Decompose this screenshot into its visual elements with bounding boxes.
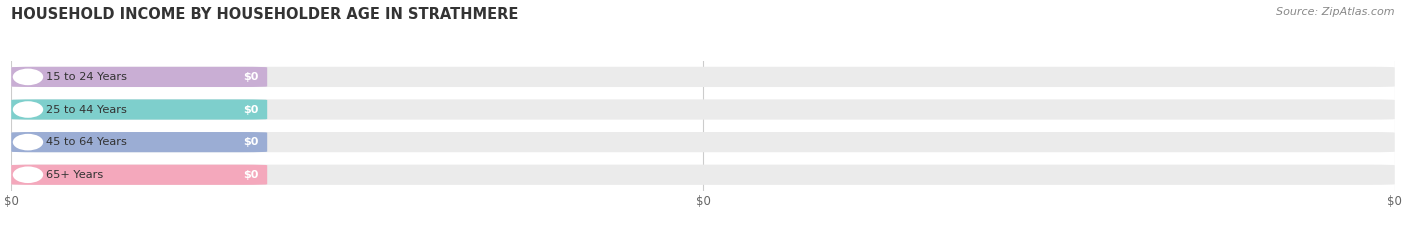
FancyBboxPatch shape — [11, 67, 267, 87]
Ellipse shape — [13, 166, 44, 183]
FancyBboxPatch shape — [11, 99, 1395, 120]
Text: 15 to 24 Years: 15 to 24 Years — [46, 72, 128, 82]
Text: 25 to 44 Years: 25 to 44 Years — [46, 105, 127, 114]
Ellipse shape — [13, 134, 44, 151]
Text: $0: $0 — [243, 105, 259, 114]
FancyBboxPatch shape — [11, 132, 267, 152]
Text: 65+ Years: 65+ Years — [46, 170, 104, 180]
Text: Source: ZipAtlas.com: Source: ZipAtlas.com — [1277, 7, 1395, 17]
Text: $0: $0 — [243, 137, 259, 147]
FancyBboxPatch shape — [11, 99, 267, 120]
Text: HOUSEHOLD INCOME BY HOUSEHOLDER AGE IN STRATHMERE: HOUSEHOLD INCOME BY HOUSEHOLDER AGE IN S… — [11, 7, 519, 22]
FancyBboxPatch shape — [11, 165, 267, 185]
Text: 45 to 64 Years: 45 to 64 Years — [46, 137, 127, 147]
Text: $0: $0 — [243, 170, 259, 180]
FancyBboxPatch shape — [11, 132, 1395, 152]
Text: $0: $0 — [243, 72, 259, 82]
Ellipse shape — [13, 101, 44, 118]
FancyBboxPatch shape — [11, 67, 1395, 87]
FancyBboxPatch shape — [11, 165, 1395, 185]
Ellipse shape — [13, 69, 44, 85]
